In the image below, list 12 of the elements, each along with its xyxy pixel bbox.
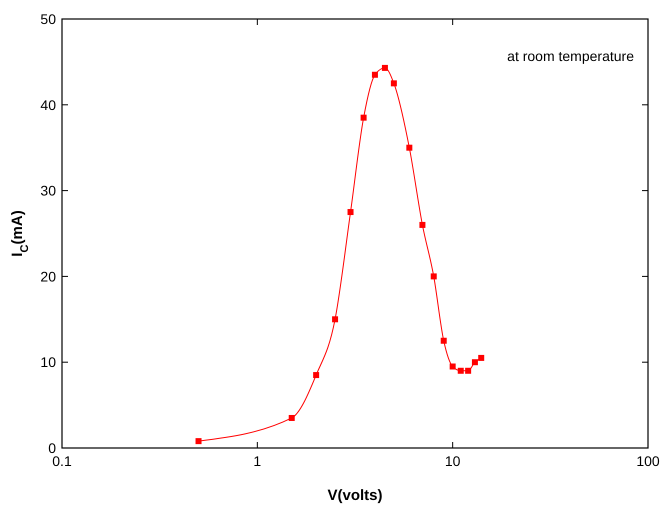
x-tick-label: 1 (253, 453, 262, 469)
y-tick-label: 50 (40, 11, 56, 27)
y-tick-label: 30 (40, 182, 56, 199)
annotation: at room temperature (507, 48, 634, 64)
y-tick-label: 0 (48, 440, 56, 456)
y-tick-label: 20 (40, 268, 56, 284)
x-tick-label: 10 (444, 453, 461, 469)
x-tick-label: 100 (636, 453, 660, 469)
y-tick-label: 10 (40, 354, 56, 370)
y-tick-label: 40 (40, 96, 56, 113)
x-axis-title: V(volts) (327, 487, 383, 504)
x-tick-label: 0.1 (52, 453, 72, 469)
